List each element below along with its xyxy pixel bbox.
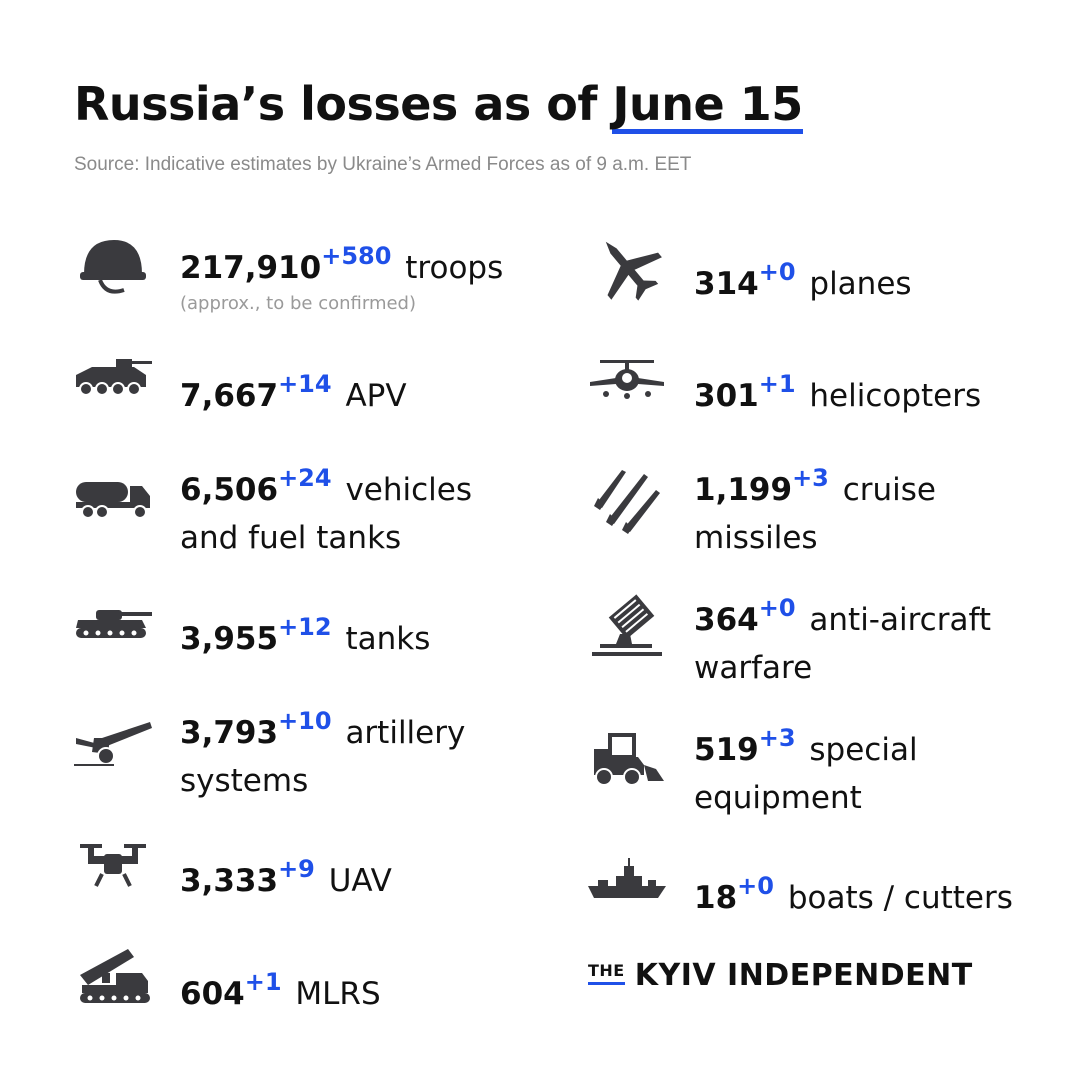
boats-value: 18 — [694, 880, 738, 916]
helicopters-value: 301 — [694, 378, 759, 414]
boats-delta: +0 — [737, 872, 774, 900]
fuel-truck-icon — [72, 462, 154, 532]
title-prefix: Russia’s losses as of — [74, 77, 597, 131]
special-label: special — [809, 732, 918, 768]
mlrs-value: 604 — [180, 976, 245, 1012]
drone-icon — [72, 830, 154, 900]
troops-label: troops — [405, 250, 504, 286]
missiles-value: 1,199 — [694, 472, 793, 508]
apv-icon — [72, 345, 154, 415]
apv-label: APV — [345, 378, 407, 414]
troops-value: 217,910 — [180, 250, 322, 286]
missiles-icon — [586, 464, 668, 534]
helicopters-delta: +1 — [758, 370, 796, 398]
artillery-label-line2: systems — [180, 763, 309, 799]
apv-value: 7,667 — [180, 378, 279, 414]
helmet-icon — [72, 230, 154, 300]
anti-aircraft-value: 364 — [694, 602, 759, 638]
vehicles-value: 6,506 — [180, 472, 279, 508]
boats-label: boats / cutters — [787, 880, 1013, 916]
anti-aircraft-label: anti-aircraft — [809, 602, 991, 638]
apv-delta: +14 — [278, 370, 332, 398]
planes-label: planes — [809, 266, 912, 302]
planes-value: 314 — [694, 266, 759, 302]
tanks-delta: +12 — [278, 613, 332, 641]
missiles-label: cruise — [842, 472, 937, 508]
troops-delta: +580 — [321, 242, 392, 270]
vehicles-delta: +24 — [278, 464, 332, 492]
helicopters-label: helicopters — [809, 378, 982, 414]
missiles-label-line2: missiles — [694, 520, 818, 556]
helicopter-icon — [586, 346, 668, 416]
mlrs-delta: +1 — [244, 968, 282, 996]
boat-icon — [586, 850, 668, 920]
tanks-label: tanks — [345, 621, 431, 657]
artillery-delta: +10 — [278, 707, 332, 735]
anti-aircraft-delta: +0 — [758, 594, 796, 622]
special-equipment-icon — [586, 725, 668, 795]
uav-delta: +9 — [278, 855, 315, 883]
special-value: 519 — [694, 732, 759, 768]
planes-delta: +0 — [758, 258, 796, 286]
kyiv-independent-logo: THE KYIV INDEPENDENT — [588, 958, 973, 993]
uav-label: UAV — [328, 863, 392, 899]
uav-value: 3,333 — [180, 863, 279, 899]
artillery-value: 3,793 — [180, 715, 279, 751]
artillery-label: artillery — [345, 715, 466, 751]
title-date: June 15 — [612, 79, 803, 134]
mlrs-label: MLRS — [295, 976, 381, 1012]
anti-aircraft-label-line2: warfare — [694, 650, 813, 686]
logo-the: THE — [588, 961, 625, 985]
special-delta: +3 — [758, 724, 796, 752]
page-title: Russia’s losses as of June 15 — [74, 74, 803, 134]
missiles-delta: +3 — [792, 464, 829, 492]
tanks-value: 3,955 — [180, 621, 279, 657]
anti-aircraft-icon — [586, 594, 668, 664]
vehicles-label: vehicles — [345, 472, 472, 508]
mlrs-icon — [72, 945, 154, 1015]
artillery-icon — [72, 708, 154, 778]
source-note: Source: Indicative estimates by Ukraine’… — [74, 154, 692, 175]
special-label-line2: equipment — [694, 780, 862, 816]
plane-icon — [586, 232, 668, 302]
tank-icon — [72, 590, 154, 660]
troops-note: (approx., to be confirmed) — [180, 293, 416, 314]
vehicles-label-line2: and fuel tanks — [180, 520, 402, 556]
logo-name: KYIV INDEPENDENT — [634, 958, 973, 993]
